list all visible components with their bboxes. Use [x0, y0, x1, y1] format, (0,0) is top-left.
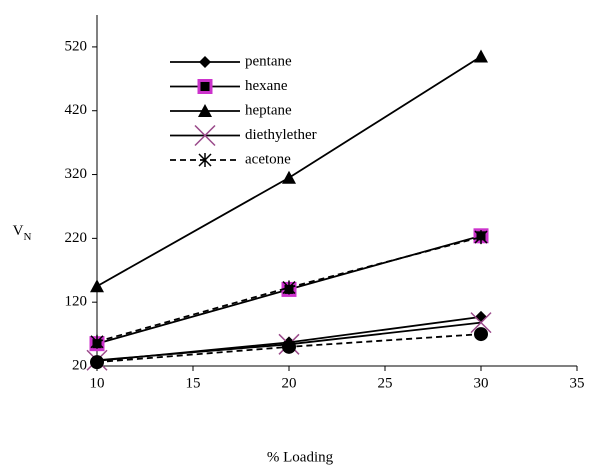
marker [198, 153, 212, 167]
marker [475, 310, 487, 323]
marker [282, 170, 296, 184]
marker [474, 327, 488, 342]
y-tick-label: 520 [65, 38, 88, 54]
legend-label: acetone [245, 151, 291, 167]
marker [282, 280, 296, 295]
x-axis-label: % Loading [267, 449, 334, 465]
x-tick-label: 20 [282, 375, 297, 391]
legend-label: heptane [245, 102, 292, 118]
x-tick-label: 10 [90, 375, 105, 391]
y-tick-label: 320 [65, 166, 88, 182]
marker [474, 230, 488, 245]
x-tick-label: 15 [186, 375, 201, 391]
marker [194, 124, 216, 147]
marker [282, 339, 296, 354]
marker [90, 334, 104, 349]
series-line [96, 236, 482, 343]
legend-label: diethylether [245, 127, 317, 143]
legend-label: hexane [245, 78, 288, 94]
y-tick-label: 20 [72, 357, 87, 373]
marker [199, 56, 211, 68]
marker [474, 49, 488, 63]
legend-label: pentane [245, 53, 292, 69]
y-tick-label: 120 [65, 294, 88, 310]
y-tick-label: 420 [65, 102, 88, 118]
marker [470, 312, 492, 334]
x-tick-label: 30 [474, 375, 489, 391]
marker [90, 279, 104, 293]
marker [90, 355, 104, 370]
y-label-main: V [13, 223, 24, 239]
marker [197, 79, 213, 94]
y-axis-label: VN [13, 223, 32, 242]
x-tick-label: 35 [570, 375, 585, 391]
marker [198, 104, 212, 117]
y-label-sub: N [23, 231, 31, 243]
y-tick-label: 220 [65, 230, 88, 246]
x-tick-label: 25 [378, 375, 393, 391]
